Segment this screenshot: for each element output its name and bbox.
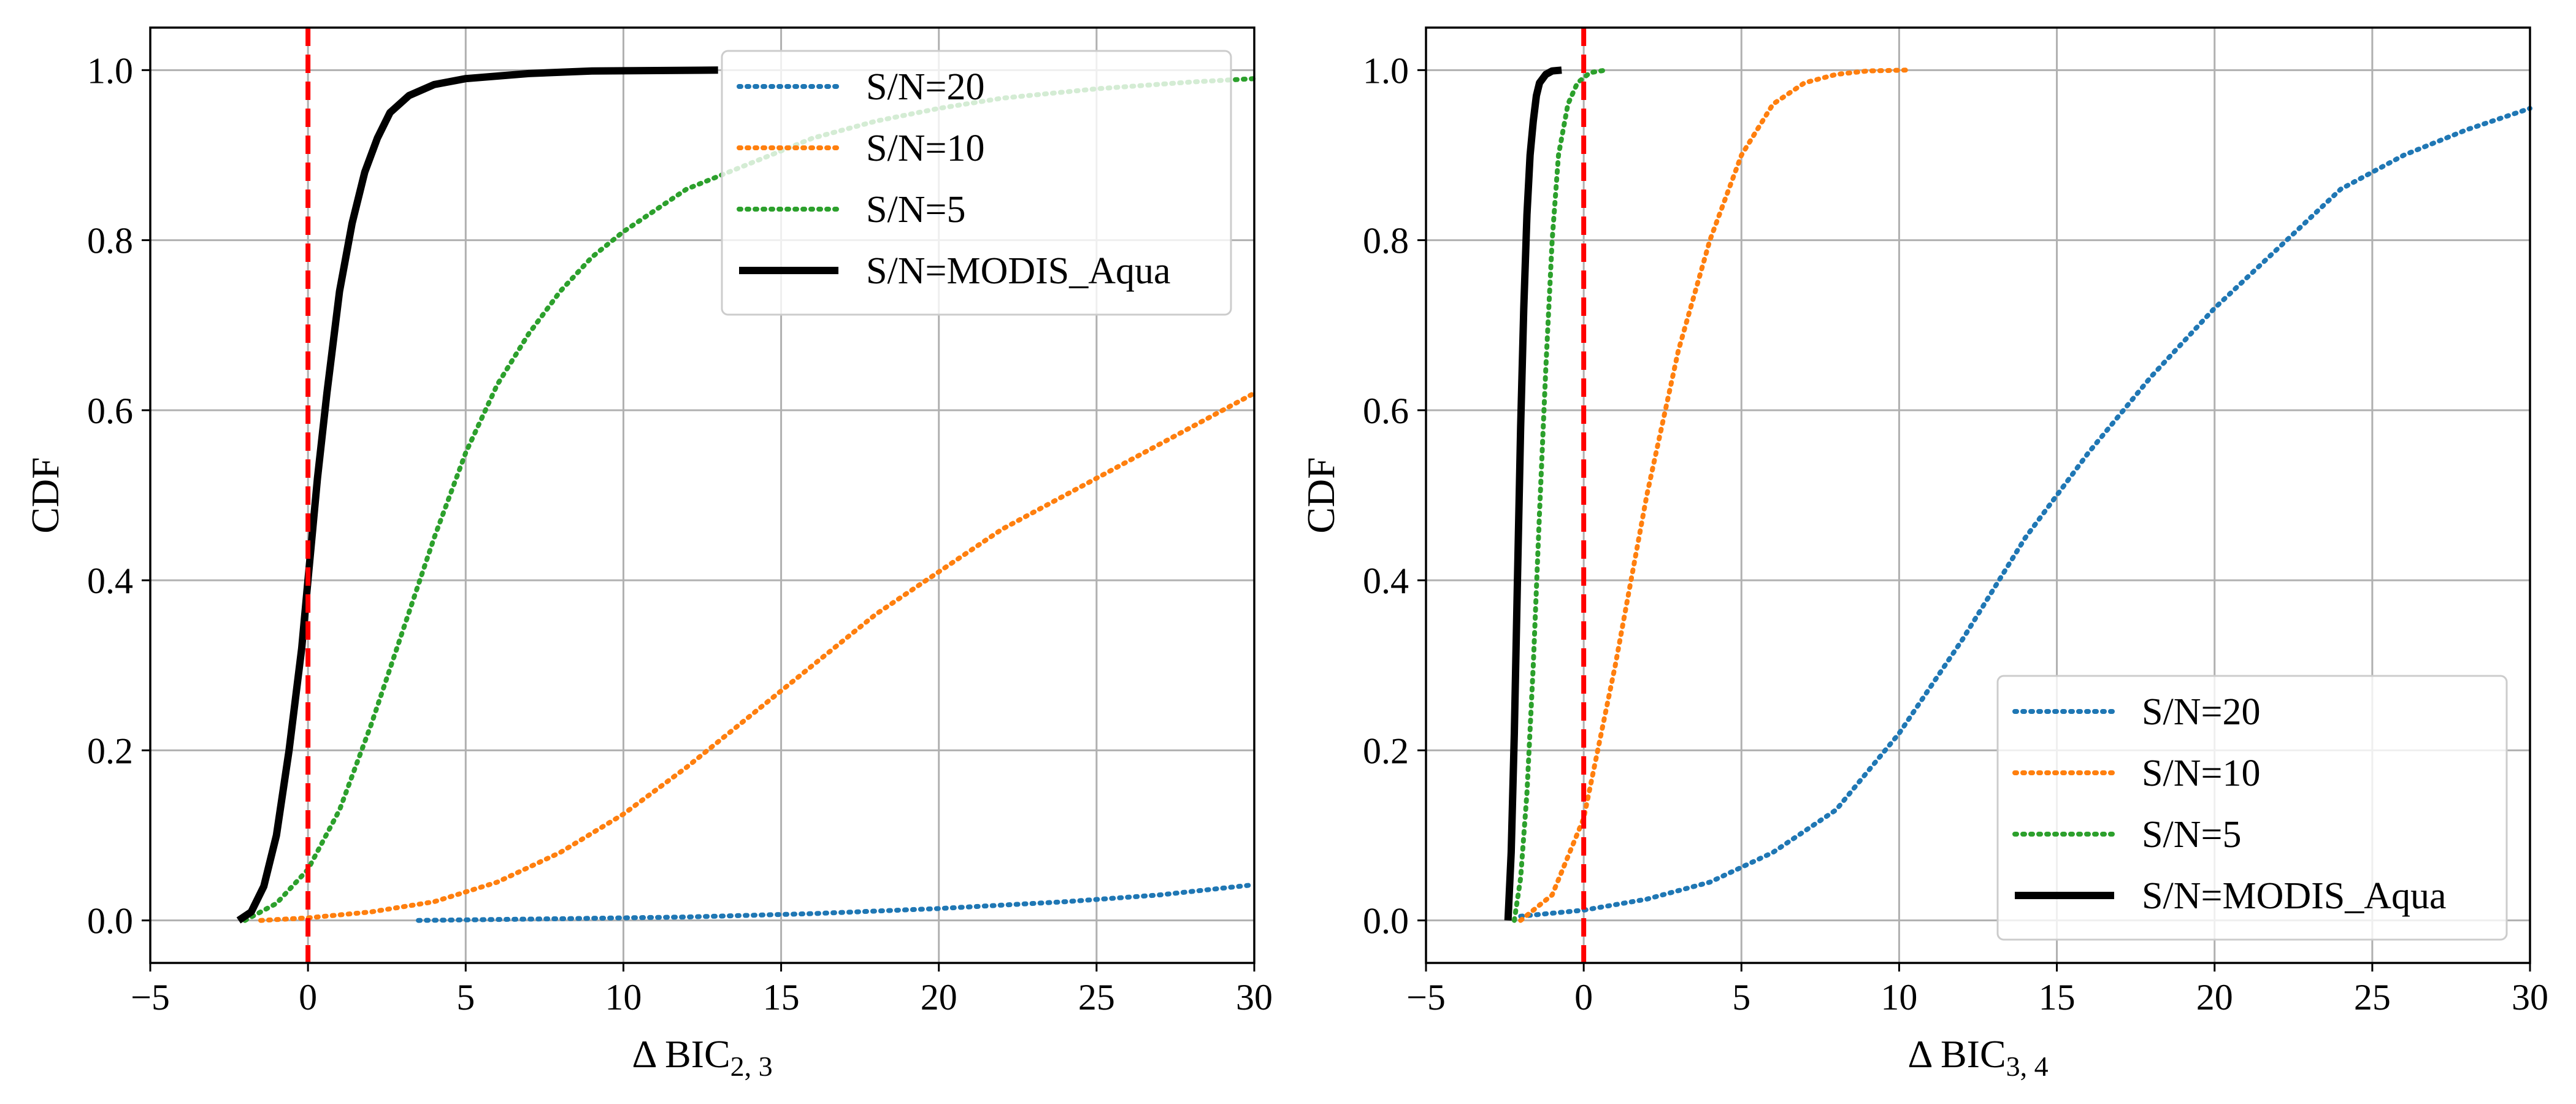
right-chart-x-axis-label-main: Δ BIC xyxy=(1907,1032,2006,1076)
left-chart-y-tick-label-1: 0.2 xyxy=(87,730,133,771)
left-chart-x-tick-label-4: 15 xyxy=(763,977,800,1018)
right-chart-y-tick-label-5: 1.0 xyxy=(1363,50,1409,91)
left-chart-legend-label-0: S/N=20 xyxy=(866,66,984,108)
left-chart-legend-label-3: S/N=MODIS_Aqua xyxy=(866,250,1171,292)
left-chart-x-tick-label-3: 10 xyxy=(605,977,642,1018)
right-chart-x-tick-label-7: 30 xyxy=(2512,977,2548,1018)
right-chart-x-tick-label-4: 15 xyxy=(2039,977,2076,1018)
right-chart-series-s-n-20 xyxy=(1518,105,2532,919)
right-chart-series-s-n-modis-aqua xyxy=(1504,66,1562,921)
left-chart-legend-label-1: S/N=10 xyxy=(866,128,984,169)
left-chart-x-tick-label-5: 20 xyxy=(921,977,957,1018)
left-chart-legend: S/N=20 S/N=10 S/N=5 S/N=MODIS_Aqua xyxy=(721,50,1232,316)
left-chart-x-tick-label-0: −5 xyxy=(131,977,170,1018)
left-chart-x-axis-label-subscript: 2, 3 xyxy=(730,1051,773,1082)
left-chart-series-s-n-modis-aqua xyxy=(236,66,718,924)
left-chart-series-s-n-10 xyxy=(258,391,1257,923)
right-chart-x-tick-label-3: 10 xyxy=(1880,977,1917,1018)
left-chart-ticks: −5 0 5 10 15 20 25 30 0.0 0.2 0.4 0.6 0.8 1.0 xyxy=(87,50,1273,1018)
right-chart-legend-label-3: S/N=MODIS_Aqua xyxy=(2142,875,2447,917)
right-chart-x-tick-label-0: −5 xyxy=(1406,977,1446,1018)
right-chart-y-tick-label-4: 0.8 xyxy=(1363,221,1409,261)
right-chart-legend: S/N=20 S/N=10 S/N=5 S/N=MODIS_Aqua xyxy=(1996,675,2508,941)
left-chart-x-axis-label: Δ BIC2, 3 xyxy=(632,1032,772,1082)
right-chart-y-tick-label-1: 0.2 xyxy=(1363,730,1409,771)
right-chart-y-tick-label-2: 0.4 xyxy=(1363,561,1409,601)
right-chart-y-tick-label-0: 0.0 xyxy=(1363,901,1409,941)
left-chart-x-axis-label-main: Δ BIC xyxy=(632,1032,730,1076)
left-chart-x-tick-label-7: 30 xyxy=(1236,977,1273,1018)
right-chart-series-s-n-5 xyxy=(1512,67,1609,923)
left-chart-x-tick-label-6: 25 xyxy=(1078,977,1115,1018)
left-chart-y-tick-label-2: 0.4 xyxy=(87,561,133,601)
left-chart-x-tick-label-1: 0 xyxy=(299,977,317,1018)
left-chart: −5 0 5 10 15 20 25 30 0.0 0.2 0.4 0.6 0.8 1.0 CDF Δ B… xyxy=(23,26,1273,1082)
right-chart-legend-label-0: S/N=20 xyxy=(2142,691,2260,733)
right-chart-x-tick-label-1: 0 xyxy=(1574,977,1593,1018)
right-chart-ticks: −5 0 5 10 15 20 25 30 0.0 0.2 0.4 0.6 0.8 1.0 xyxy=(1363,50,2548,1018)
left-chart-y-tick-label-5: 1.0 xyxy=(87,50,133,91)
left-chart-axes-frame xyxy=(149,26,1255,964)
left-chart-series xyxy=(236,66,1257,924)
left-chart-series-s-n-5 xyxy=(242,76,1257,923)
left-chart-series-s-n-20 xyxy=(416,882,1257,923)
right-chart-y-axis-label: CDF xyxy=(1299,457,1343,534)
right-chart-x-tick-label-5: 20 xyxy=(2196,977,2233,1018)
right-chart-x-tick-label-6: 25 xyxy=(2354,977,2391,1018)
left-chart-legend-box xyxy=(721,50,1232,316)
left-chart-y-axis-label: CDF xyxy=(23,457,67,534)
left-chart-y-tick-label-0: 0.0 xyxy=(87,901,133,941)
right-chart: −5 0 5 10 15 20 25 30 0.0 0.2 0.4 0.6 0.8 1.0 CDF Δ B… xyxy=(1299,26,2548,1082)
right-chart-x-tick-label-2: 5 xyxy=(1732,977,1750,1018)
left-chart-y-tick-label-4: 0.8 xyxy=(87,221,133,261)
right-chart-legend-box xyxy=(1996,675,2508,941)
left-chart-legend-label-2: S/N=5 xyxy=(866,189,965,231)
right-chart-axes-frame xyxy=(1425,26,2531,964)
left-chart-y-tick-label-3: 0.6 xyxy=(87,391,133,431)
left-chart-x-tick-label-2: 5 xyxy=(456,977,475,1018)
right-chart-y-tick-label-3: 0.6 xyxy=(1363,391,1409,431)
right-chart-x-axis-label-subscript: 3, 4 xyxy=(2006,1051,2049,1082)
right-chart-legend-label-2: S/N=5 xyxy=(2142,814,2241,856)
right-chart-x-axis-label: Δ BIC3, 4 xyxy=(1907,1032,2048,1082)
right-chart-legend-label-1: S/N=10 xyxy=(2142,753,2260,794)
